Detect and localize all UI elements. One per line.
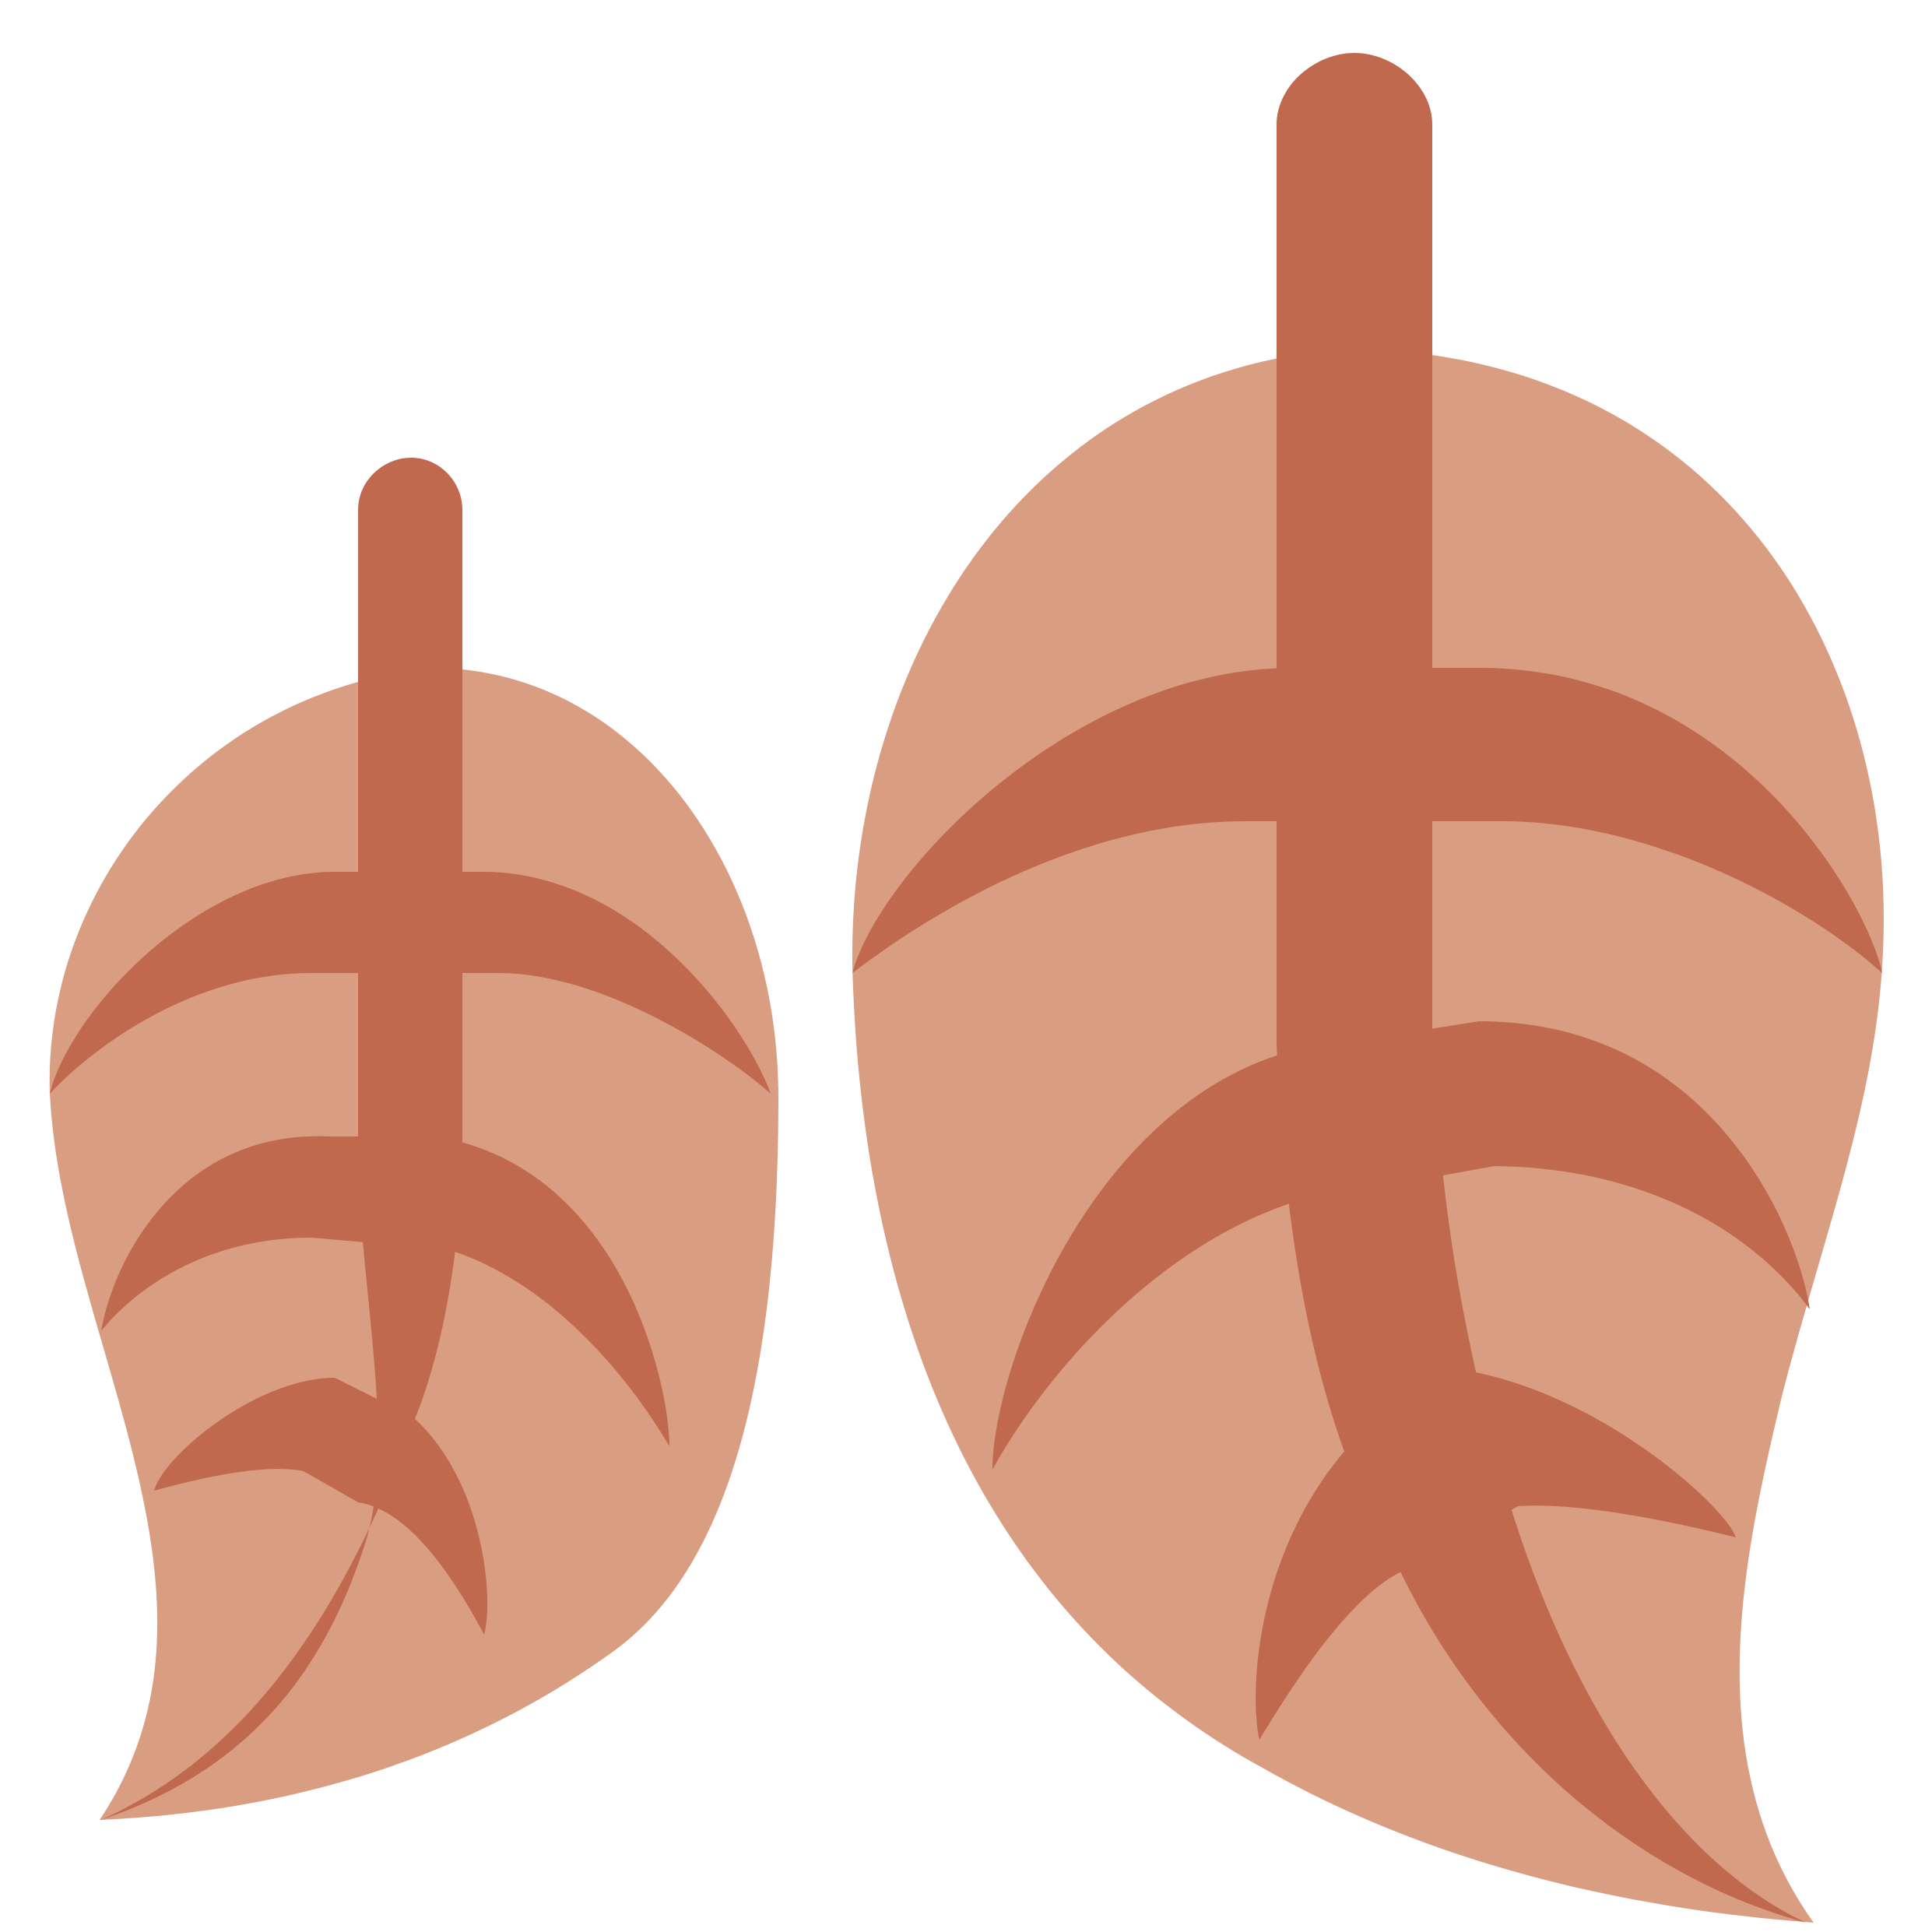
large-leaf	[852, 53, 1884, 1923]
large-leaf-vein-upper	[852, 668, 1882, 973]
small-leaf	[49, 458, 779, 1820]
large-leaf-vein-middle	[992, 1021, 1810, 1470]
small-leaf-vein-upper	[50, 872, 771, 1094]
large-leaf-vein-lower	[1256, 1370, 1736, 1740]
small-leaf-midrib	[101, 458, 462, 1820]
small-leaf-vein-lower	[154, 1378, 488, 1635]
small-leaf-vein-middle	[101, 1136, 669, 1446]
